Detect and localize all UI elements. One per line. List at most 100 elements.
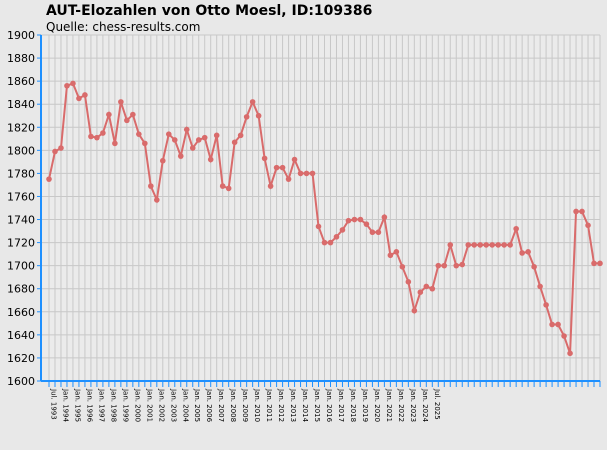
x-tick-label: Jan. 2022	[397, 388, 405, 422]
data-point	[525, 249, 531, 255]
x-tick-label: Jan. 2023	[409, 388, 417, 422]
data-point	[423, 283, 430, 290]
data-point	[154, 197, 160, 203]
data-point	[441, 262, 448, 269]
data-point	[249, 99, 256, 105]
data-point	[231, 139, 238, 146]
data-point	[519, 250, 525, 256]
data-point	[351, 216, 358, 223]
data-point	[285, 176, 292, 182]
x-tick-label: Jan. 2002	[157, 388, 165, 422]
data-point	[195, 137, 202, 143]
x-tick-label: Jan. 2013	[289, 388, 297, 422]
y-tick-label: 1740	[7, 214, 35, 227]
data-point	[46, 176, 52, 182]
data-point	[225, 185, 232, 192]
data-point	[483, 242, 490, 248]
data-point	[309, 170, 316, 177]
data-point	[477, 242, 484, 248]
data-point	[471, 242, 478, 248]
x-tick-label: Jan. 2020	[373, 388, 381, 422]
chart-subtitle: Quelle: chess-results.com	[46, 20, 201, 34]
x-tick-label: Jul. 2025	[433, 388, 441, 420]
x-tick-label: Jan. 1997	[97, 388, 105, 422]
x-tick-label: Jan. 2004	[181, 388, 189, 423]
data-point	[165, 131, 172, 137]
data-point	[495, 242, 501, 248]
data-point	[76, 95, 82, 102]
data-point	[58, 145, 64, 151]
x-tick-label: Jan. 1994	[61, 388, 69, 423]
y-tick-label: 1860	[7, 75, 35, 88]
x-tick-label: Jan. 2011	[265, 388, 273, 422]
data-point	[213, 132, 220, 139]
y-tick-label: 1680	[7, 283, 35, 296]
data-point	[363, 221, 370, 227]
data-point	[82, 92, 88, 98]
data-point	[88, 133, 94, 140]
x-tick-label: Jan. 2018	[349, 388, 357, 422]
data-point	[148, 183, 154, 189]
data-point	[411, 307, 418, 314]
data-point	[531, 264, 537, 270]
data-point	[579, 208, 585, 215]
data-point	[417, 289, 424, 295]
data-point	[255, 112, 262, 119]
x-tick-label: Jan. 1998	[109, 388, 117, 422]
data-point	[585, 222, 591, 229]
data-point	[453, 262, 460, 269]
y-tick-label: 1880	[7, 52, 35, 65]
data-point	[64, 82, 70, 89]
x-tick-label: Jan. 2024	[421, 388, 429, 423]
data-point	[106, 111, 112, 118]
x-tick-label: Jan. 2015	[313, 388, 321, 422]
data-point	[543, 302, 549, 308]
x-tick-label: Jan. 2007	[217, 388, 225, 422]
data-point	[130, 111, 136, 118]
x-tick-label: Jul. 1993	[50, 388, 58, 420]
data-point	[94, 134, 100, 141]
data-point	[387, 252, 394, 259]
data-point	[375, 229, 382, 236]
x-tick-label: Jan. 2008	[229, 388, 237, 422]
chart-title: AUT-Elozahlen von Otto Moesl, ID:109386	[46, 3, 373, 19]
data-point	[267, 183, 274, 189]
x-tick-label: Jan. 2006	[205, 388, 213, 423]
y-tick-label: 1620	[7, 352, 35, 365]
x-tick-label: Jan. 1995	[73, 388, 81, 422]
data-point	[333, 234, 340, 240]
data-point	[537, 283, 543, 290]
y-tick-label: 1800	[7, 144, 35, 157]
data-point	[201, 134, 208, 141]
x-tick-label: Jan. 2017	[337, 388, 345, 422]
data-point	[177, 153, 184, 159]
data-point	[573, 208, 579, 215]
y-tick-label: 1900	[7, 29, 35, 42]
x-tick-label: Jan. 2012	[277, 388, 285, 422]
x-tick-label: Jan. 2010	[253, 388, 261, 422]
data-point	[303, 170, 310, 177]
data-point	[261, 155, 268, 162]
y-tick-label: 1640	[7, 329, 35, 342]
x-tick-label: Jan. 2014	[301, 388, 309, 423]
data-point	[381, 214, 388, 221]
data-point	[465, 242, 472, 248]
data-point	[183, 126, 190, 133]
data-point	[279, 164, 286, 171]
data-point	[405, 279, 412, 285]
data-point	[297, 170, 304, 177]
y-tick-label: 1600	[7, 375, 35, 388]
data-point	[429, 285, 436, 292]
data-point	[136, 131, 142, 137]
y-tick-label: 1820	[7, 121, 35, 134]
data-point	[435, 262, 442, 269]
x-tick-label: Jan. 2003	[169, 388, 177, 422]
y-tick-label: 1840	[7, 98, 35, 111]
x-tick-label: Jan. 2016	[325, 388, 333, 423]
data-point	[243, 114, 250, 120]
data-point	[489, 242, 495, 248]
data-point	[273, 164, 280, 171]
data-point	[70, 80, 76, 87]
data-point	[549, 321, 555, 328]
data-point	[561, 333, 567, 339]
